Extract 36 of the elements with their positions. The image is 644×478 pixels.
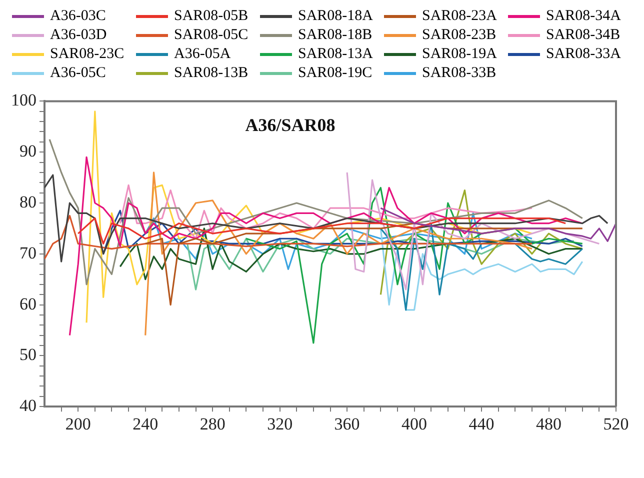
- legend-label: SAR08-19A: [422, 46, 498, 63]
- legend-label: SAR08-23A: [422, 8, 498, 25]
- y-tick-label: 80: [20, 192, 36, 212]
- x-tick-label: 240: [132, 414, 158, 434]
- legend-label: SAR08-13A: [298, 46, 374, 63]
- y-tick-label: 70: [20, 243, 36, 262]
- legend-label: SAR08-05C: [174, 27, 248, 44]
- x-tick-label: 400: [402, 414, 428, 434]
- x-tick-label: 440: [468, 414, 494, 434]
- legend-label: SAR08-23B: [422, 27, 496, 44]
- legend-label: A36-05A: [174, 46, 231, 63]
- legend-label: SAR08-34A: [546, 8, 622, 25]
- y-tick-label: 40: [20, 396, 36, 416]
- legend-label: A36-05C: [50, 65, 106, 82]
- x-tick-label: 360: [334, 414, 360, 434]
- legend-label: A36-03D: [50, 27, 107, 44]
- x-tick-label: 320: [267, 414, 293, 434]
- legend-label: SAR08-33B: [422, 65, 496, 82]
- legend-label: SAR08-19C: [298, 65, 372, 82]
- y-tick-label: 90: [20, 142, 36, 161]
- legend-label: A36-03C: [50, 8, 106, 25]
- x-tick-label: 200: [65, 414, 91, 434]
- x-tick-label: 280: [200, 414, 226, 434]
- x-tick-label: 520: [603, 414, 629, 434]
- y-tick-label: 100: [11, 90, 36, 110]
- legend-label: SAR08-34B: [546, 27, 620, 44]
- legend-label: SAR08-18A: [298, 8, 374, 25]
- text: A36/SAR08: [245, 114, 336, 135]
- y-tick-label: 50: [20, 345, 36, 364]
- legend-label: SAR08-13B: [174, 65, 248, 82]
- legend-label: SAR08-05B: [174, 8, 248, 25]
- legend-label: SAR08-18B: [298, 27, 372, 44]
- x-tick-label: 480: [536, 414, 562, 434]
- legend-label: SAR08-23C: [50, 46, 124, 63]
- y-tick-label: 60: [20, 294, 36, 314]
- legend-label: SAR08-33A: [546, 46, 622, 63]
